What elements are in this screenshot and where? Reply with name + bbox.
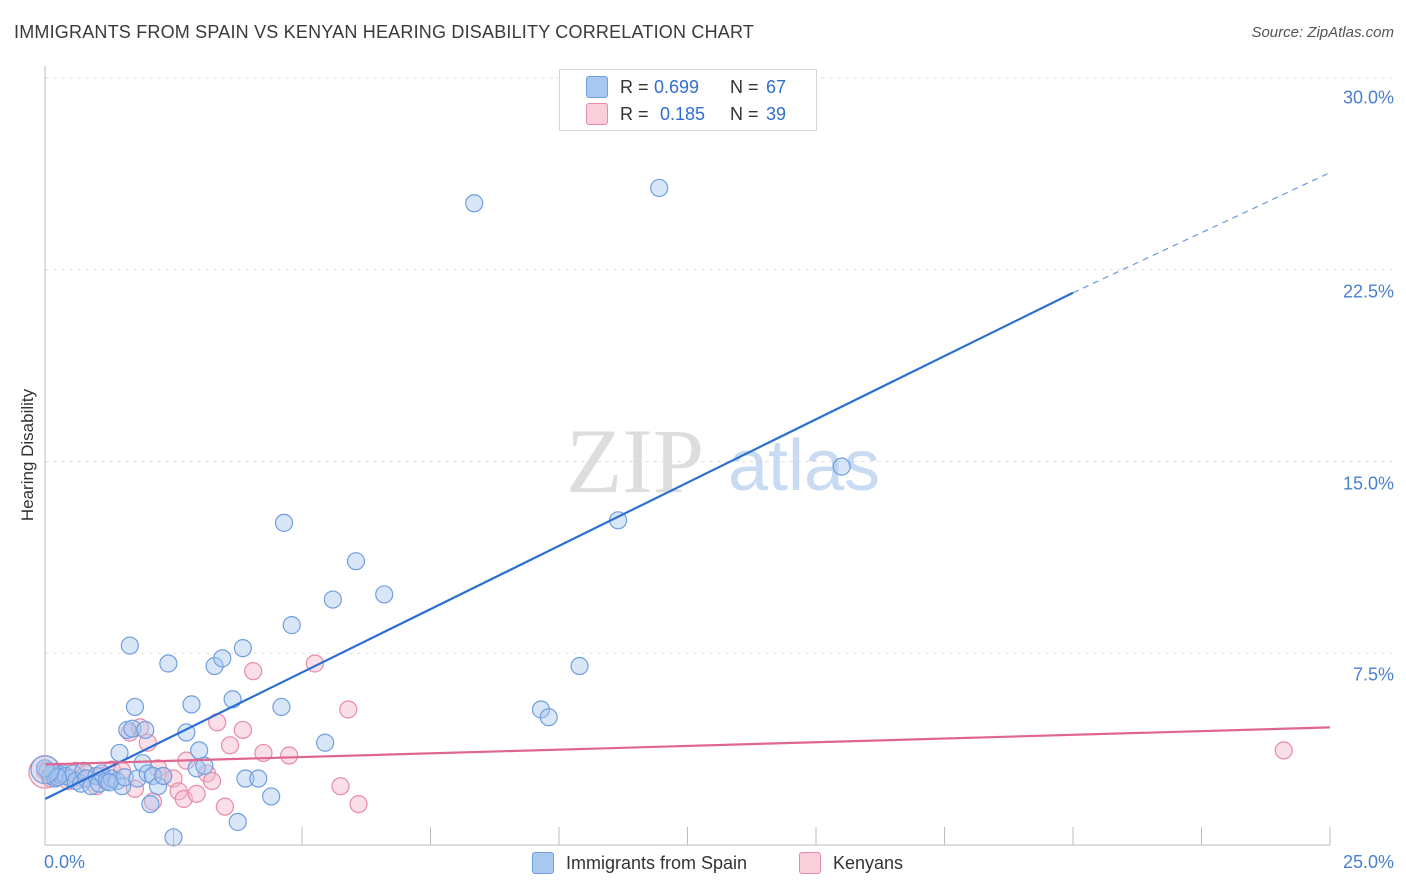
spain-point [223, 690, 242, 709]
y-tick-label: 7.5% [1352, 664, 1394, 685]
legend-n-label: N = [730, 103, 759, 124]
legend-swatch-kenyans [586, 103, 608, 125]
spain-point [323, 590, 342, 609]
legend-n-label: N = [730, 76, 759, 97]
spain-point [213, 649, 232, 668]
kenyans-point [233, 720, 252, 740]
spain-point [138, 764, 157, 783]
watermark-zip: ZIP [566, 410, 704, 512]
axes [44, 66, 1331, 846]
spain-point [236, 769, 255, 788]
spain-point [143, 766, 163, 786]
spain-point [159, 654, 178, 673]
legend-r-label: R = [620, 103, 649, 124]
chart-title: IMMIGRANTS FROM SPAIN VS KENYAN HEARING … [14, 22, 755, 42]
kenyans-point [215, 797, 234, 816]
kenyans-points [28, 654, 1293, 816]
y-tick-label: 15.0% [1342, 473, 1394, 493]
legend-label-spain: Immigrants from Spain [566, 852, 748, 873]
source-label: Source: ZipAtlas.com [1251, 24, 1394, 41]
y-tick-label: 22.5% [1342, 281, 1394, 302]
kenyans-trend-line [44, 726, 1331, 766]
spain-point [228, 812, 247, 832]
stats-legend: R = 0.699 N = 67 R = 0.185 N = 39 [559, 69, 817, 131]
kenyans-point [1274, 741, 1293, 760]
watermark-atlas: atlas [728, 426, 880, 506]
spain-point [148, 777, 168, 796]
legend-n-value: 39 [766, 103, 787, 124]
trend-lines [44, 172, 1331, 800]
kenyans-point [220, 736, 240, 755]
spain-trend-line [44, 291, 1074, 800]
spain-point [48, 768, 67, 787]
spain-point [650, 178, 669, 198]
legend-r-label: R = [620, 76, 649, 97]
spain-point [346, 552, 366, 571]
spain-point [570, 656, 589, 676]
kenyans-point [202, 771, 222, 791]
spain-point [100, 773, 119, 792]
spain-point [190, 741, 209, 760]
legend-r-value: 0.699 [654, 76, 700, 97]
spain-point [539, 708, 558, 727]
legend-swatch-spain [532, 852, 554, 874]
legend-r-value: 0.185 [660, 103, 706, 124]
spain-point [272, 697, 291, 717]
spain-point [154, 766, 173, 786]
kenyans-point [339, 700, 358, 719]
kenyans-point [187, 784, 206, 803]
spain-point [133, 754, 152, 773]
spain-point [125, 697, 145, 717]
legend-swatch-kenyans [799, 852, 821, 874]
spain-point [832, 457, 851, 476]
spain-point [531, 700, 551, 719]
kenyans-point [349, 794, 368, 814]
spain-point [195, 756, 214, 775]
spain-point [262, 787, 281, 806]
spain-point [465, 194, 484, 213]
spain-point [233, 639, 252, 658]
spain-point [282, 616, 301, 635]
spain-points [30, 178, 851, 847]
spain-point [182, 695, 201, 714]
kenyans-point [244, 662, 263, 681]
spain-point [249, 769, 268, 788]
legend-label-kenyans: Kenyans [833, 852, 904, 873]
spain-point [375, 585, 394, 604]
legend-item-spain[interactable]: Immigrants from Spain [532, 852, 747, 874]
spain-point [205, 656, 224, 676]
kenyans-point [331, 777, 350, 796]
legend-n-value: 67 [766, 76, 787, 97]
legend-item-kenyans[interactable]: Kenyans [799, 852, 903, 874]
spain-point [136, 720, 155, 740]
spain-point [120, 636, 139, 655]
spain-point [316, 733, 335, 752]
legend-row-kenyans: R = 0.185 N = 39 [586, 102, 806, 126]
kenyans-point [280, 746, 299, 765]
x-tick-max: 25.0% [1342, 852, 1394, 872]
legend-swatch-spain [586, 76, 608, 98]
grid-lines [45, 77, 1392, 654]
legend-row-spain: R = 0.699 N = 67 [586, 75, 806, 99]
spain-trend-extension [1072, 172, 1331, 294]
spain-point [274, 513, 294, 532]
spain-point [141, 794, 160, 814]
y-tick-label: 30.0% [1342, 87, 1394, 108]
x-tick-min: 0.0% [44, 852, 86, 872]
